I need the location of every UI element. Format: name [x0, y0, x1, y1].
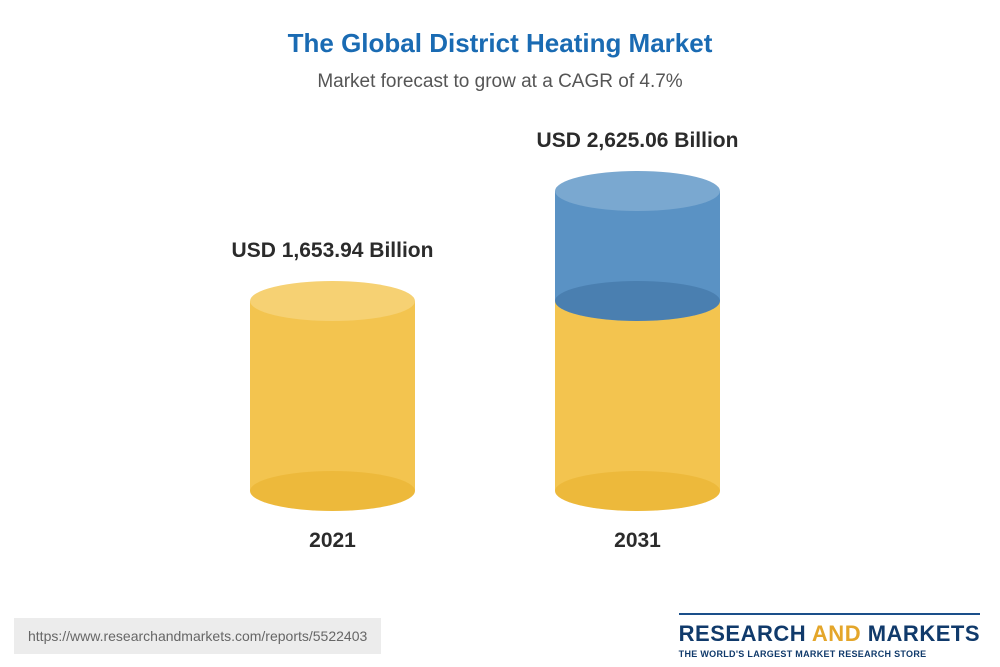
source-url: https://www.researchandmarkets.com/repor… — [14, 618, 381, 654]
logo-main: RESEARCH AND MARKETS — [679, 621, 980, 647]
value-label-2031: USD 2,625.06 Billion — [537, 129, 739, 153]
chart-title: The Global District Heating Market — [0, 0, 1000, 59]
bar-2021: USD 1,653.94 Billion2021 — [250, 229, 415, 553]
chart-subtitle: Market forecast to grow at a CAGR of 4.7… — [0, 71, 1000, 93]
year-label-2031: 2031 — [555, 529, 720, 553]
cylinder-2031 — [555, 169, 720, 513]
value-label-2021: USD 1,653.94 Billion — [232, 239, 434, 263]
footer: https://www.researchandmarkets.com/repor… — [0, 605, 1000, 667]
logo-tagline: THE WORLD'S LARGEST MARKET RESEARCH STOR… — [679, 649, 980, 659]
logo: RESEARCH AND MARKETS THE WORLD'S LARGEST… — [679, 613, 980, 659]
cylinder-2021 — [250, 279, 415, 513]
logo-word-research: RESEARCH — [679, 621, 806, 646]
chart-area: USD 1,653.94 Billion2021USD 2,625.06 Bil… — [0, 113, 1000, 553]
logo-word-markets: MARKETS — [868, 621, 980, 646]
year-label-2021: 2021 — [250, 529, 415, 553]
logo-word-and: AND — [812, 621, 861, 646]
bar-2031: USD 2,625.06 Billion2031 — [555, 119, 720, 553]
